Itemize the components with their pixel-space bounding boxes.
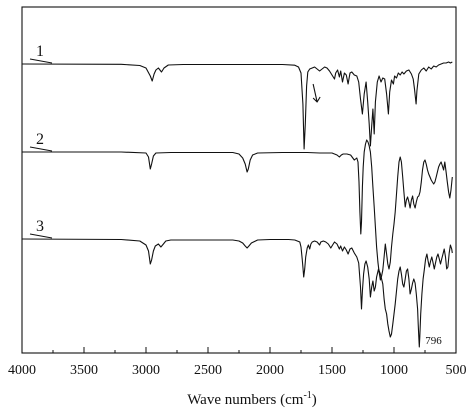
arrow-annotation [312,83,321,103]
x-tick-label-3500: 3500 [70,363,98,378]
series-1-label-leader [29,58,53,64]
plot-frame [21,6,457,354]
series-3-label: 3 [36,218,44,235]
series-1-line [21,61,453,150]
labels-layer: 4000 3500 3000 2500 2000 1500 1000 500 [8,363,467,378]
series-3-label-leader [29,233,53,239]
series-2-label-leader [29,146,53,152]
peak-annotation-0: 796 [425,335,442,347]
series-3-line [21,238,453,348]
x-tick-label-2500: 2500 [194,363,222,378]
x-tick-label-3000: 3000 [132,363,160,378]
x-tick-label-500: 500 [446,363,467,378]
x-tick-label-2000: 2000 [256,363,284,378]
series-2-line [22,139,453,281]
x-tick-label-1000: 1000 [380,363,408,378]
series-layer: 1 2 3 796 [21,43,453,348]
ticks-layer [21,347,457,353]
series-1-label: 1 [36,43,44,60]
x-tick-label-4000: 4000 [8,363,36,378]
x-tick-label-1500: 1500 [318,363,346,378]
x-axis-label: Wave numbers (cm-1) [187,390,317,408]
series-2-label: 2 [36,131,44,148]
